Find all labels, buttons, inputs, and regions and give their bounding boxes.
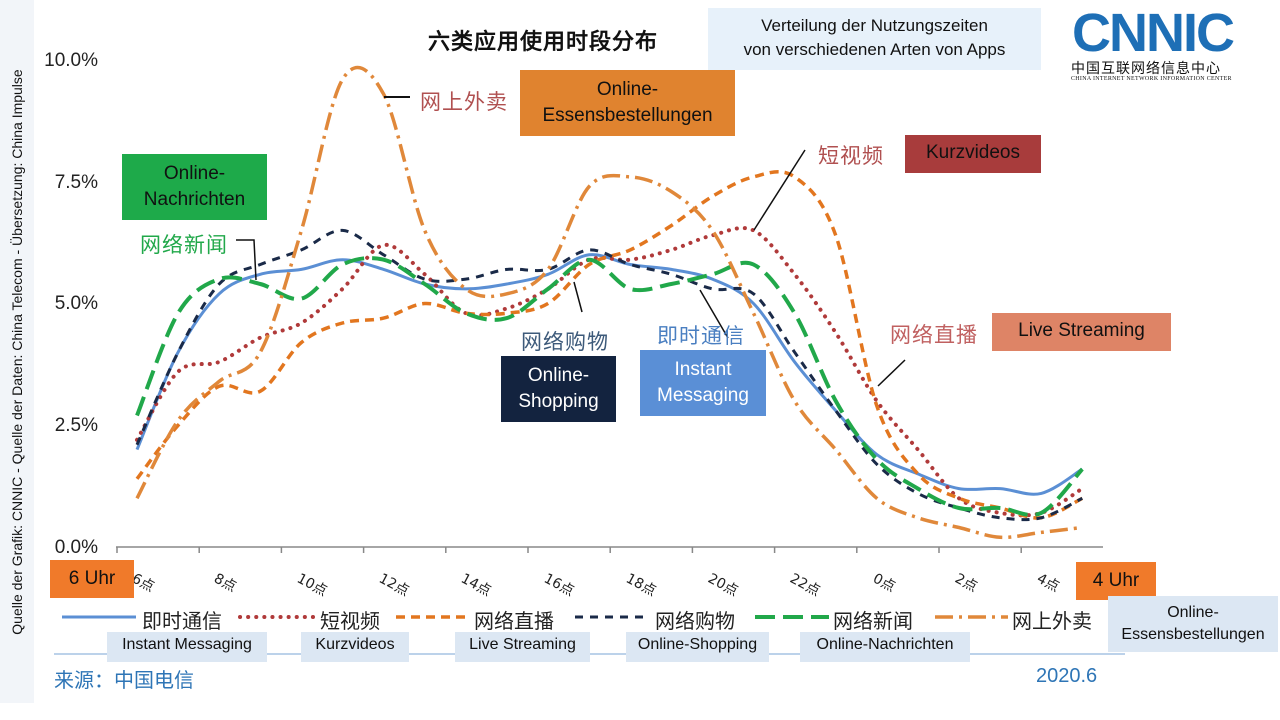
y-tick-label: 0.0%	[54, 537, 98, 558]
annotation-news-cn: 网络新闻	[140, 233, 228, 257]
leader-line-shopping	[573, 281, 583, 313]
chart-title: 六类应用使用时段分布	[428, 30, 659, 55]
legend-translation-food: Online- Essensbestellungen	[1108, 596, 1278, 652]
y-tick-label: 2.5%	[54, 415, 98, 436]
annotation-short-video-de: Kurzvideos	[905, 135, 1041, 173]
annotation-shopping-cn: 网络购物	[521, 330, 609, 354]
legend-translation-live: Live Streaming	[455, 632, 590, 662]
source-credit: Quelle der Grafik: CNNIC - Quelle der Da…	[0, 0, 34, 703]
annotation-news-de-line1: Online-	[163, 163, 226, 184]
legend-translation-im: Instant Messaging	[107, 632, 267, 662]
leader-line-short-video	[753, 149, 806, 231]
cnnic-logo-en: CHINA INTERNET NETWORK INFORMATION CENTE…	[1071, 76, 1232, 82]
annotation-shopping-de-line1: Online-	[527, 365, 590, 386]
annotation-live-de: Live Streaming	[992, 313, 1171, 351]
subtitle-line-2: von verschiedenen Arten von Apps	[743, 40, 1006, 59]
legend-translation-short-video: Kurzvideos	[301, 632, 409, 662]
series-line-os	[135, 228, 1083, 522]
range-start-label: 6 Uhr	[50, 560, 134, 598]
legend-label-short-video: 短视频	[320, 609, 380, 633]
annotation-shopping-de: Online- Shopping	[501, 356, 616, 422]
legend-label-news: 网络新闻	[833, 609, 913, 633]
annotation-news-de: Online- Nachrichten	[122, 154, 267, 220]
y-tick-label: 5.0%	[54, 293, 98, 314]
annotation-im-de-line2: Messaging	[657, 385, 749, 406]
legend-label-live: 网络直播	[474, 609, 554, 633]
series-line-news	[135, 256, 1084, 517]
legend-translation-news: Online-Nachrichten	[800, 632, 970, 662]
annotation-short-video-cn: 短视频	[818, 144, 884, 168]
legend-label-food: 网上外卖	[1012, 609, 1092, 633]
series-line-ls	[135, 169, 1084, 520]
series-line-im	[135, 253, 1084, 496]
chart-subtitle-translation: Verteilung der Nutzungszeiten von versch…	[708, 8, 1041, 70]
annotation-food-de-line2: Essensbestellungen	[542, 105, 713, 126]
cnnic-logo: CNNIC	[1072, 3, 1235, 63]
range-end-label: 4 Uhr	[1076, 562, 1156, 600]
annotation-im-de: Instant Messaging	[640, 350, 766, 416]
leader-line-live	[877, 359, 906, 387]
cnnic-logo-cn: 中国互联网络信息中心	[1071, 61, 1221, 77]
leader-line-im	[699, 289, 729, 339]
series-line-sv	[135, 226, 1085, 518]
annotation-im-cn: 即时通信	[657, 324, 745, 348]
annotation-im-de-line1: Instant	[674, 359, 732, 380]
y-tick-label: 10.0%	[44, 50, 98, 71]
annotation-food-de-line1: Online-	[596, 79, 659, 100]
date-label: 2020.6	[1036, 665, 1098, 687]
legend-label-im: 即时通信	[142, 609, 222, 633]
legend-translation-food-line2: Essensbestellungen	[1121, 626, 1265, 643]
leader-line-news	[236, 239, 257, 281]
annotation-shopping-de-line2: Shopping	[518, 391, 599, 412]
subtitle-line-1: Verteilung der Nutzungszeiten	[761, 16, 988, 35]
source-label: 来源：中国电信	[54, 668, 194, 692]
legend-label-shopping: 网络购物	[655, 609, 735, 633]
annotation-food-de: Online- Essensbestellungen	[520, 70, 735, 136]
series-line-food	[135, 65, 1083, 540]
annotation-news-de-line2: Nachrichten	[143, 189, 246, 210]
annotation-food-cn: 网上外卖	[420, 90, 508, 114]
y-tick-label: 7.5%	[54, 172, 98, 193]
legend-translation-food-line1: Online-	[1167, 604, 1219, 621]
annotation-live-cn: 网络直播	[890, 323, 978, 347]
legend-translation-shopping: Online-Shopping	[626, 632, 769, 662]
